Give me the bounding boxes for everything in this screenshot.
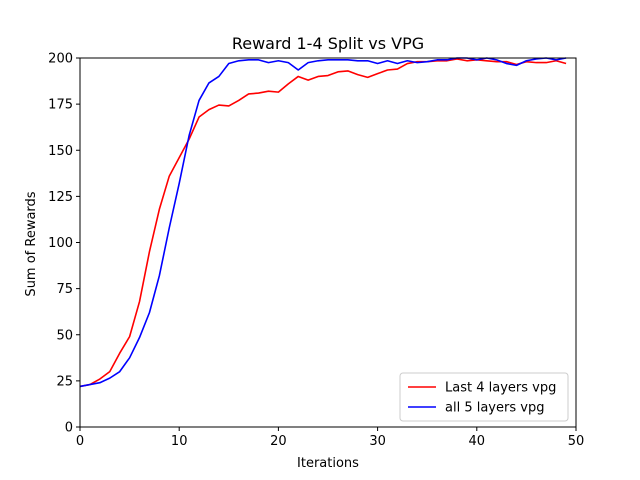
y-tick-label: 200 — [48, 52, 73, 67]
x-tick-label: 40 — [469, 434, 486, 449]
y-tick-label: 50 — [56, 328, 73, 343]
series-line-1 — [79, 58, 567, 388]
x-tick-label: 30 — [369, 434, 386, 449]
x-tick-label: 20 — [270, 434, 287, 449]
x-axis-label: Iterations — [297, 456, 359, 471]
x-tick-label: 0 — [76, 434, 84, 449]
legend-label-1: Last 4 layers vpg — [445, 381, 556, 396]
y-tick-label: 100 — [48, 236, 73, 251]
y-tick-label: 150 — [48, 144, 73, 159]
chart-title: Reward 1-4 Split vs VPG — [232, 34, 424, 53]
x-tick-label: 50 — [568, 434, 585, 449]
y-axis: 0 25 50 75 100 125 150 175 200 — [48, 52, 80, 436]
y-tick-label: 0 — [65, 421, 73, 436]
y-tick-label: 75 — [56, 282, 73, 297]
y-tick-label: 125 — [48, 190, 73, 205]
plot-area — [79, 57, 577, 428]
plot-frame — [79, 57, 577, 428]
legend-box — [399, 372, 569, 422]
y-tick-label: 25 — [56, 374, 73, 389]
legend: Last 4 layers vpg all 5 layers vpg — [399, 372, 569, 422]
x-axis: 0 10 20 30 40 50 — [76, 427, 584, 449]
y-tick-label: 175 — [48, 98, 73, 113]
series-line-2 — [79, 57, 567, 388]
legend-label-2: all 5 layers vpg — [445, 401, 544, 416]
y-axis-label: Sum of Rewards — [24, 191, 39, 296]
x-tick-label: 10 — [171, 434, 188, 449]
